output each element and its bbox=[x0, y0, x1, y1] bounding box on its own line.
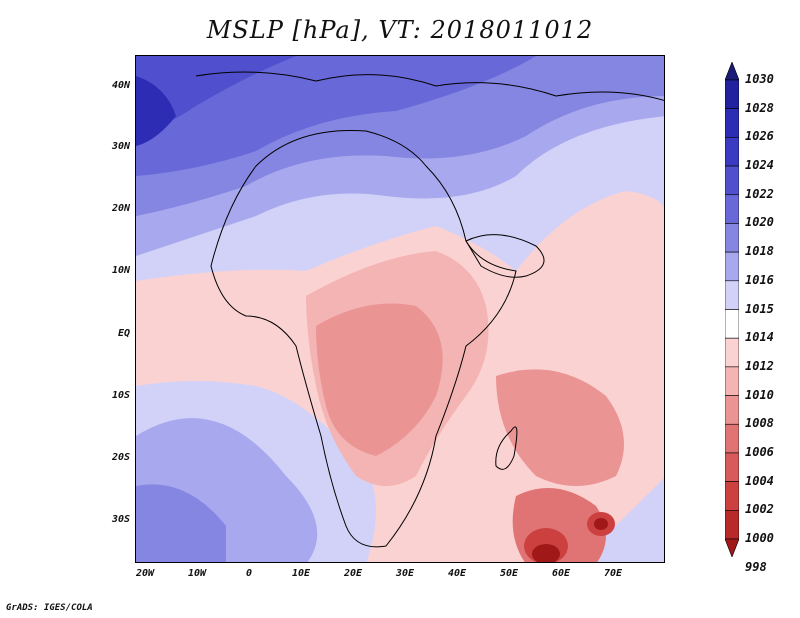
colorbar-cell bbox=[725, 481, 739, 511]
colorbar-cell bbox=[725, 251, 739, 282]
chart-title: MSLP [hPa], VT: 2018011012 bbox=[206, 16, 594, 44]
colorbar-label: 1028 bbox=[745, 100, 774, 115]
colorbar-label: 1020 bbox=[745, 215, 774, 230]
lon-label-0: 0 bbox=[245, 568, 253, 579]
colorbar-label: 1026 bbox=[745, 129, 774, 144]
lat-label-30n: 30N bbox=[111, 141, 130, 152]
colorbar-cell bbox=[725, 194, 739, 224]
colorbar-label: 1002 bbox=[745, 502, 774, 517]
lon-label-10w: 10W bbox=[187, 568, 207, 579]
colorbar-label: 1014 bbox=[745, 330, 774, 345]
colorbar-label: 1004 bbox=[745, 473, 774, 488]
colorbar-label: 1010 bbox=[745, 387, 774, 402]
colorbar-cell bbox=[725, 79, 739, 109]
lon-label-70e: 70E bbox=[603, 568, 623, 579]
colorbar-cell bbox=[725, 395, 739, 425]
colorbar-cell bbox=[725, 108, 739, 138]
madagascar-coastline bbox=[495, 426, 518, 470]
colorbar-label: 1018 bbox=[745, 244, 774, 259]
colorbar-label: 1015 bbox=[745, 301, 774, 316]
colorbar-label: 1000 bbox=[745, 531, 774, 545]
colorbar-cell bbox=[725, 452, 739, 482]
lon-label-10e: 10E bbox=[291, 568, 311, 579]
colorbar-label: 998 bbox=[745, 559, 767, 574]
lat-label-eq: EQ bbox=[117, 328, 130, 339]
colorbar-cell bbox=[725, 510, 739, 540]
lat-label-20n: 20N bbox=[111, 203, 130, 214]
colorbar-cell bbox=[725, 280, 739, 310]
colorbar-cell bbox=[725, 223, 739, 253]
colorbar-cell bbox=[725, 165, 739, 196]
credit-text: GrADS: IGES/COLA bbox=[6, 603, 93, 613]
colorbar-bottom-triangle bbox=[725, 538, 739, 557]
africa-coastline bbox=[210, 129, 517, 548]
lon-label-30e: 30E bbox=[395, 568, 415, 579]
colorbar-label: 1012 bbox=[745, 358, 774, 373]
lon-label-20e: 20E bbox=[343, 568, 363, 579]
colorbar bbox=[725, 62, 739, 557]
lon-label-50e: 50E bbox=[499, 568, 519, 579]
colorbar-label: 1008 bbox=[745, 416, 774, 431]
colorbar-cell bbox=[725, 366, 739, 396]
colorbar-cell bbox=[725, 309, 739, 339]
europe-coastline bbox=[195, 71, 664, 101]
lat-label-10s: 10S bbox=[111, 390, 130, 401]
colorbar-label: 1030 bbox=[745, 72, 774, 86]
colorbar-label: 1006 bbox=[745, 444, 774, 459]
lon-label-20w: 20W bbox=[135, 568, 155, 579]
lat-label-20s: 20S bbox=[111, 452, 130, 463]
colorbar-label: 1016 bbox=[745, 272, 774, 287]
colorbar-label: 1024 bbox=[745, 158, 774, 173]
lon-label-60e: 60E bbox=[551, 568, 571, 579]
lat-label-10n: 10N bbox=[111, 265, 130, 276]
colorbar-cell bbox=[725, 423, 739, 454]
colorbar-label: 1022 bbox=[745, 186, 774, 201]
lat-label-30s: 30S bbox=[111, 514, 130, 525]
lat-label-40n: 40N bbox=[111, 80, 130, 91]
colorbar-top-triangle bbox=[725, 62, 739, 81]
arabia-coastline bbox=[465, 234, 545, 278]
colorbar-cell bbox=[725, 337, 739, 368]
colorbar-cell bbox=[725, 137, 739, 167]
lon-label-40e: 40E bbox=[447, 568, 467, 579]
pressure-map bbox=[135, 55, 665, 563]
